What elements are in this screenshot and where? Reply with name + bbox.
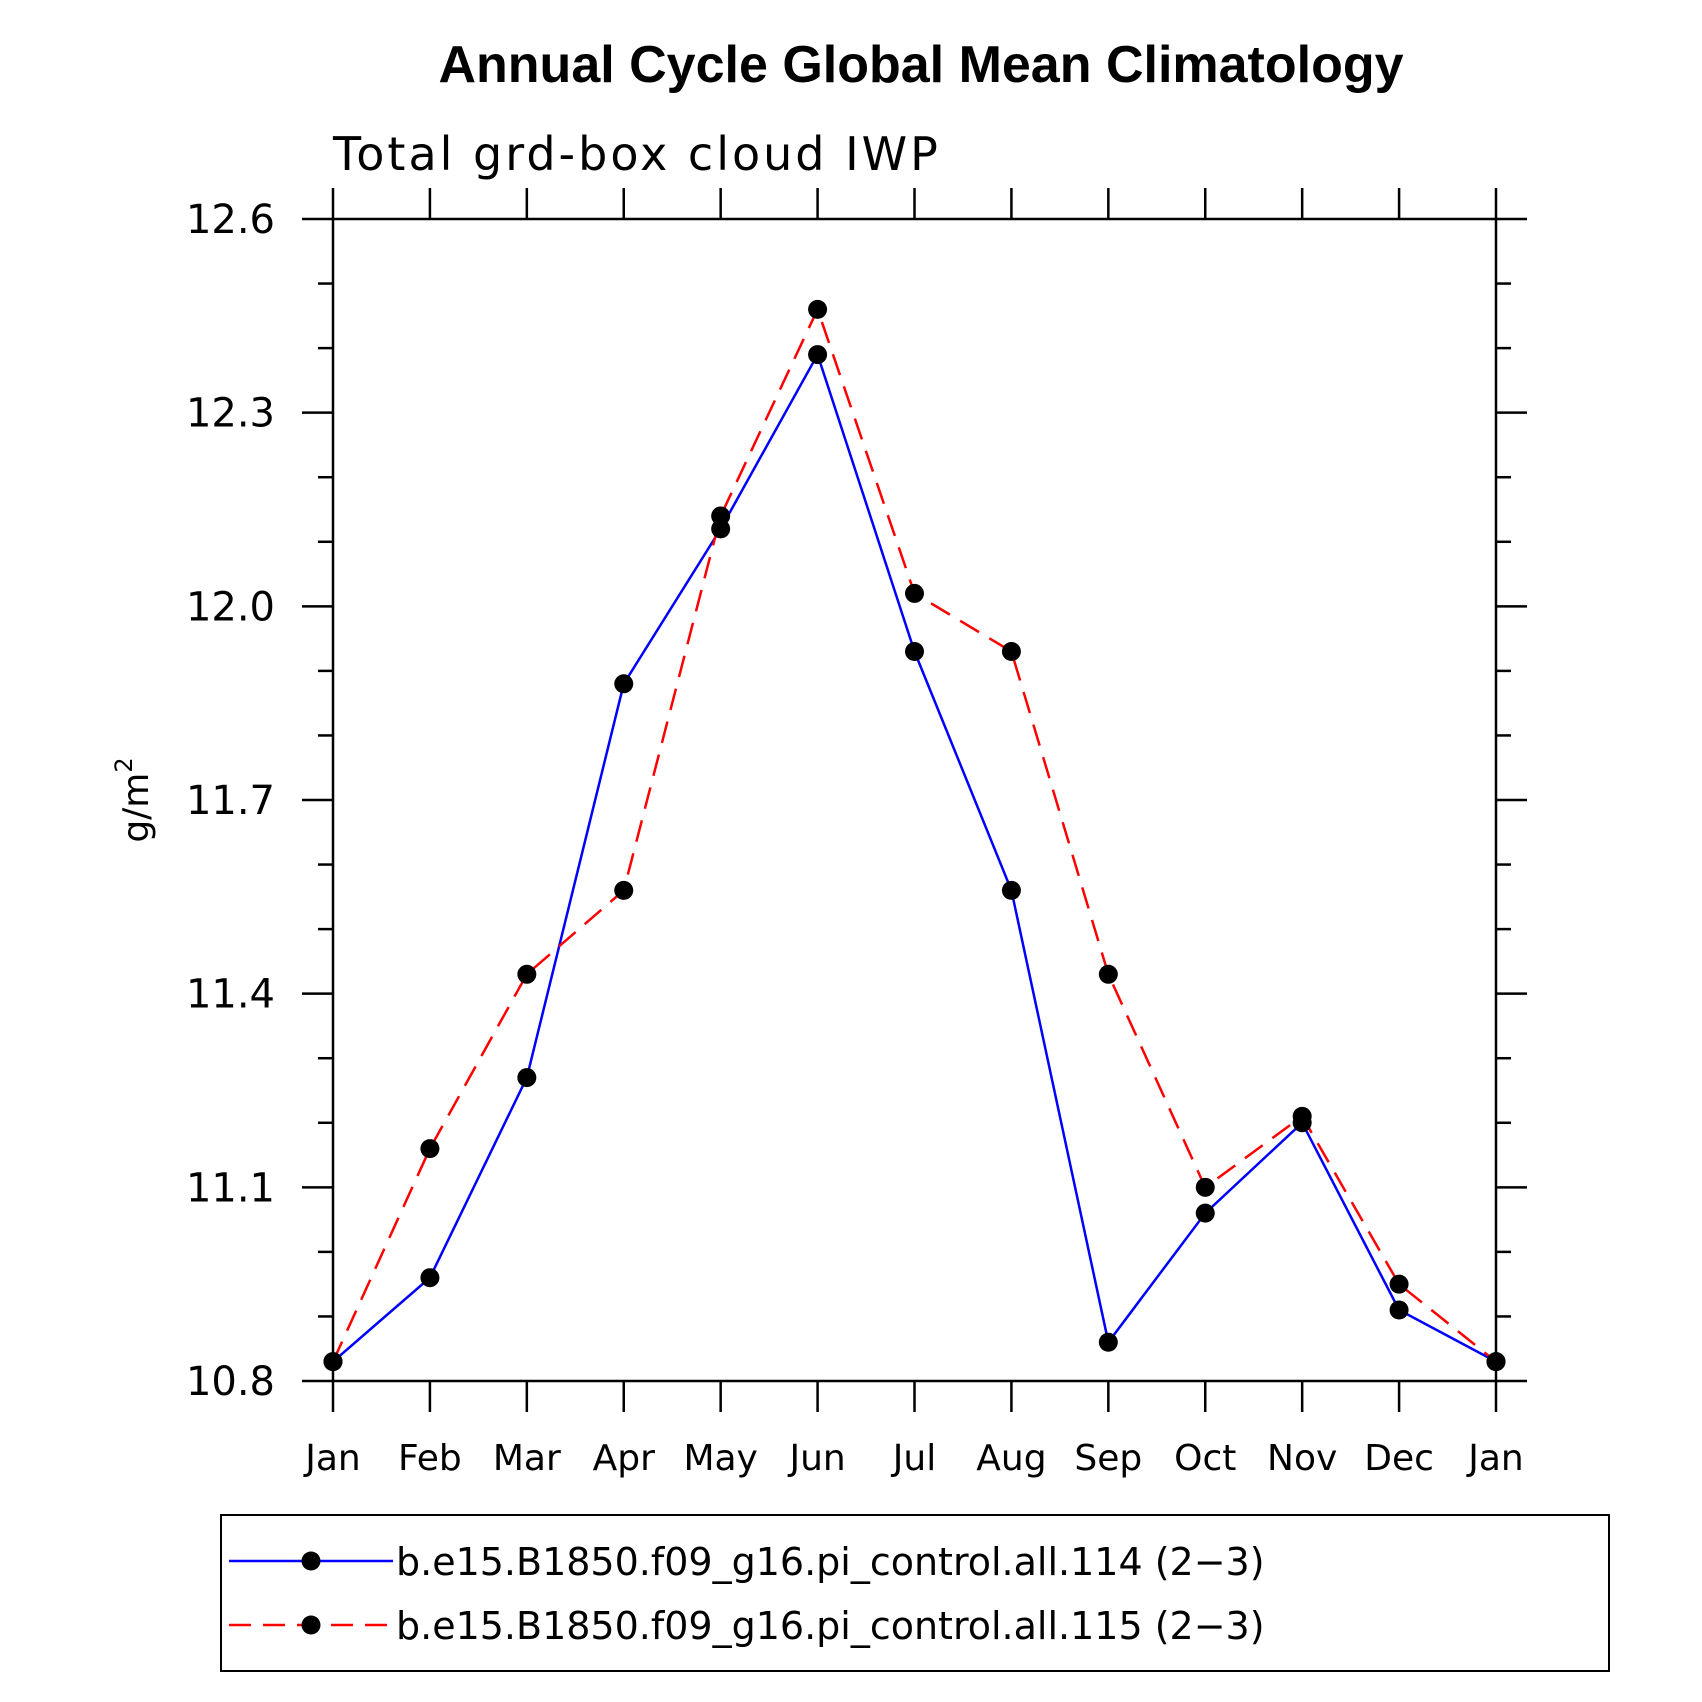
- legend-label-1: b.e15.B1850.f09_g16.pi_control.all.114 (…: [396, 1540, 1265, 1584]
- y-tick-label: 11.1: [186, 1165, 275, 1211]
- legend-box: [220, 1514, 1610, 1672]
- series-2-point: [1486, 1352, 1506, 1372]
- series-layer: [323, 299, 1506, 1372]
- y-tick-label: 12.0: [186, 584, 275, 630]
- x-tick-label: Jan: [1466, 1438, 1524, 1479]
- series-2-point: [1389, 1274, 1409, 1294]
- series-line-2: [331, 306, 1497, 1363]
- x-tick-label: Nov: [1267, 1438, 1337, 1479]
- x-tick-label: May: [683, 1438, 757, 1479]
- y-axis-label: g/m2: [110, 757, 157, 842]
- series-2-point: [711, 506, 731, 526]
- y-tick-label: 12.6: [186, 197, 275, 243]
- series-line-1: [332, 351, 1497, 1363]
- x-tick-label: Jan: [303, 1438, 361, 1479]
- series-1-point: [808, 345, 828, 365]
- x-tick-label: Jul: [891, 1438, 936, 1479]
- series-2-point: [323, 1352, 343, 1372]
- series-2-point: [517, 964, 537, 984]
- legend-marker-2: [301, 1615, 321, 1635]
- chart-subtitle: Total grd-box cloud IWP: [332, 127, 941, 181]
- x-tick-label: Feb: [398, 1438, 462, 1479]
- y-tick-label: 11.7: [186, 778, 275, 824]
- axis-ticks: [302, 188, 1527, 1412]
- legend-label-2: b.e15.B1850.f09_g16.pi_control.all.115 (…: [396, 1604, 1265, 1648]
- series-1-point: [1098, 1332, 1118, 1352]
- series-1-point: [420, 1268, 440, 1288]
- series-2-point: [1098, 964, 1118, 984]
- x-tick-label: Oct: [1174, 1438, 1236, 1479]
- x-tick-label: Dec: [1364, 1438, 1434, 1479]
- y-tick-label: 11.4: [186, 972, 275, 1018]
- series-1-point: [614, 674, 634, 694]
- legend: b.e15.B1850.f09_g16.pi_control.all.114 (…: [220, 1514, 1610, 1672]
- x-tick-label: Apr: [593, 1438, 655, 1479]
- y-axis-label-superscript: 2: [110, 757, 138, 772]
- x-tick-label: Sep: [1074, 1438, 1142, 1479]
- series-2-point: [905, 583, 924, 603]
- y-axis-label-unit: g/m: [116, 773, 157, 843]
- x-tick-label: Jun: [787, 1438, 845, 1479]
- series-2-point: [1001, 642, 1021, 662]
- x-tick-label: Mar: [493, 1438, 561, 1479]
- chart-title: Annual Cycle Global Mean Climatology: [438, 36, 1403, 94]
- y-tick-label: 10.8: [186, 1359, 275, 1405]
- x-tick-labels: Jan Feb Mar Apr May Jun Jul Aug Sep Oct Nov Dec Jan: [303, 1438, 1524, 1479]
- series-2-point: [614, 880, 634, 900]
- x-tick-label: Aug: [976, 1438, 1046, 1479]
- y-tick-label: 12.3: [186, 391, 275, 437]
- series-1-point: [1195, 1203, 1215, 1223]
- series-2-point: [420, 1139, 440, 1159]
- plot-frame: [331, 217, 1498, 1383]
- legend-marker-1: [301, 1551, 321, 1571]
- series-1-point: [517, 1068, 537, 1088]
- series-1-point: [905, 642, 924, 662]
- series-2-point: [1292, 1106, 1312, 1126]
- series-2-point: [1195, 1177, 1215, 1197]
- y-tick-labels: 10.8 11.1 11.4 11.7 12.0 12.3 12.6: [186, 197, 275, 1405]
- series-1-point: [1389, 1300, 1409, 1320]
- series-1-point: [1001, 880, 1021, 900]
- series-2-point: [808, 299, 828, 319]
